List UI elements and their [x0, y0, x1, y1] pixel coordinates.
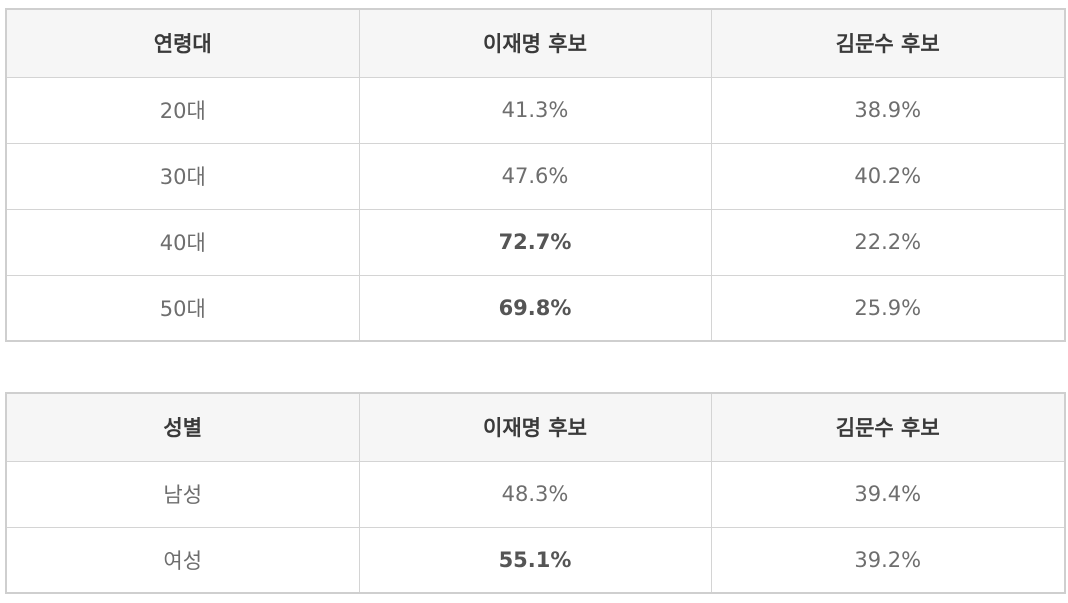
lee-value-cell: 72.7%: [358, 208, 712, 276]
header-kim-candidate: 김문수 후보: [710, 392, 1066, 462]
age-group-cell: 50대: [5, 274, 360, 342]
header-kim-candidate: 김문수 후보: [710, 8, 1066, 78]
kim-value-cell: 25.9%: [710, 274, 1066, 342]
gender-cell: 남성: [5, 460, 360, 528]
lee-value-cell: 55.1%: [358, 526, 712, 594]
table-row: 40대 72.7% 22.2%: [5, 208, 1066, 276]
lee-value-cell: 41.3%: [358, 76, 712, 144]
table-header-row: 연령대 이재명 후보 김문수 후보: [5, 8, 1066, 78]
kim-value-cell: 38.9%: [710, 76, 1066, 144]
age-group-cell: 20대: [5, 76, 360, 144]
table-row: 50대 69.8% 25.9%: [5, 274, 1066, 342]
kim-value-cell: 39.4%: [710, 460, 1066, 528]
header-lee-candidate: 이재명 후보: [358, 8, 712, 78]
gender-poll-table: 성별 이재명 후보 김문수 후보 남성 48.3% 39.4% 여성 55.1%…: [5, 392, 1066, 594]
lee-value-cell: 69.8%: [358, 274, 712, 342]
lee-value-cell: 47.6%: [358, 142, 712, 210]
header-age-group: 연령대: [5, 8, 360, 78]
age-group-cell: 40대: [5, 208, 360, 276]
header-lee-candidate: 이재명 후보: [358, 392, 712, 462]
table-row: 남성 48.3% 39.4%: [5, 460, 1066, 528]
kim-value-cell: 39.2%: [710, 526, 1066, 594]
lee-value-cell: 48.3%: [358, 460, 712, 528]
table-header-row: 성별 이재명 후보 김문수 후보: [5, 392, 1066, 462]
kim-value-cell: 40.2%: [710, 142, 1066, 210]
kim-value-cell: 22.2%: [710, 208, 1066, 276]
gender-cell: 여성: [5, 526, 360, 594]
table-row: 여성 55.1% 39.2%: [5, 526, 1066, 594]
header-gender: 성별: [5, 392, 360, 462]
table-row: 20대 41.3% 38.9%: [5, 76, 1066, 144]
table-row: 30대 47.6% 40.2%: [5, 142, 1066, 210]
age-group-cell: 30대: [5, 142, 360, 210]
age-group-poll-table: 연령대 이재명 후보 김문수 후보 20대 41.3% 38.9% 30대 47…: [5, 8, 1066, 342]
